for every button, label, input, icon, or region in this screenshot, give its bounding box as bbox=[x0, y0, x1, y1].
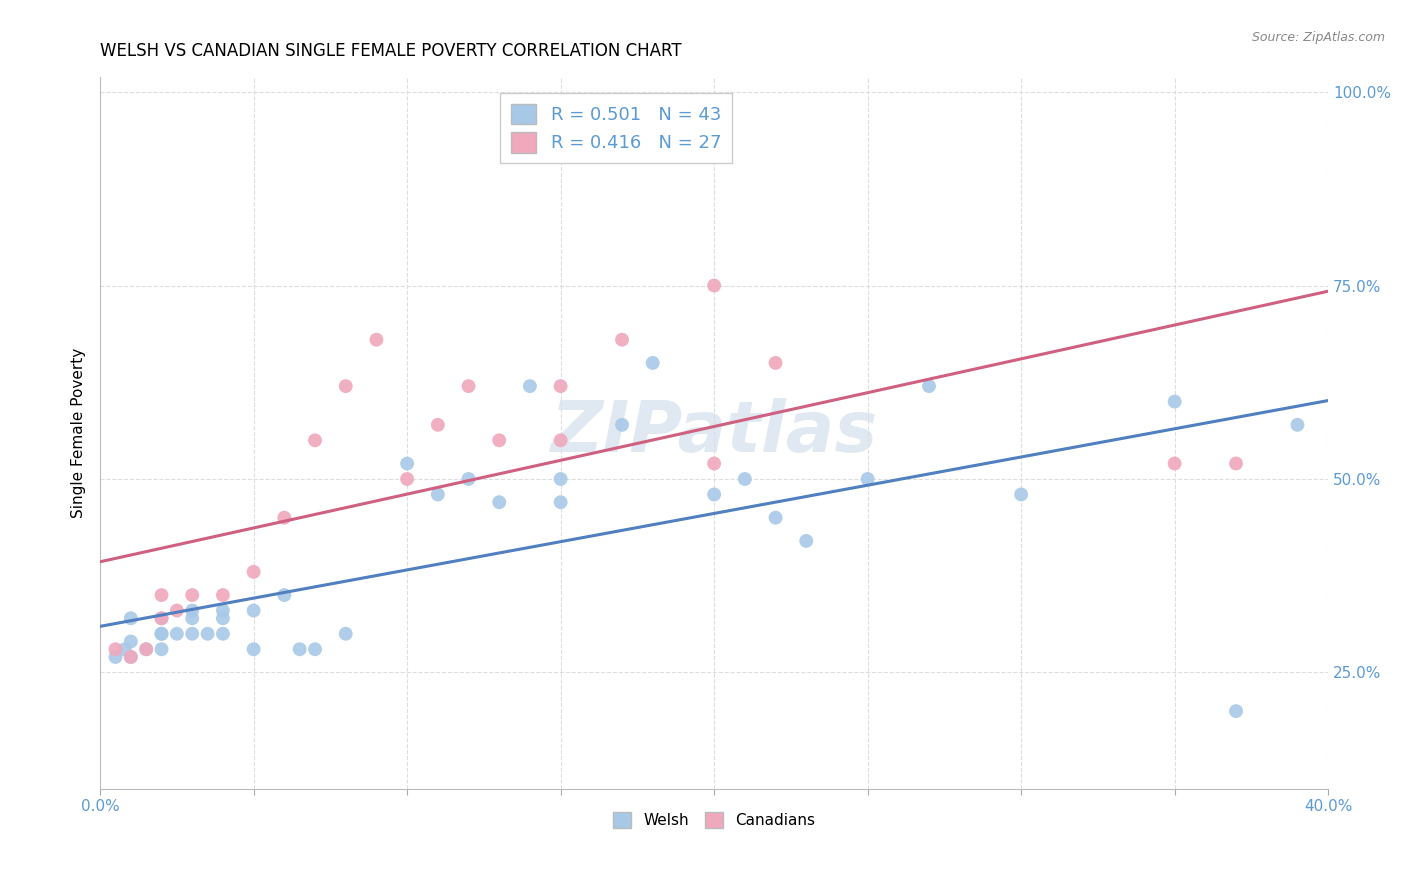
Point bbox=[488, 495, 510, 509]
Point bbox=[703, 487, 725, 501]
Point bbox=[120, 634, 142, 648]
Point bbox=[1163, 457, 1185, 471]
Point bbox=[166, 603, 188, 617]
Point bbox=[519, 379, 541, 393]
Point bbox=[396, 472, 419, 486]
Text: Source: ZipAtlas.com: Source: ZipAtlas.com bbox=[1251, 31, 1385, 45]
Point bbox=[794, 533, 817, 548]
Point bbox=[457, 379, 479, 393]
Point bbox=[550, 379, 572, 393]
Point bbox=[335, 379, 357, 393]
Point bbox=[120, 611, 142, 625]
Point bbox=[150, 626, 173, 640]
Legend: Welsh, Canadians: Welsh, Canadians bbox=[607, 806, 821, 834]
Point bbox=[212, 603, 235, 617]
Point bbox=[550, 472, 572, 486]
Point bbox=[550, 495, 572, 509]
Point bbox=[242, 603, 264, 617]
Point bbox=[550, 434, 572, 448]
Point bbox=[104, 650, 127, 665]
Point bbox=[366, 333, 388, 347]
Point bbox=[166, 626, 188, 640]
Point bbox=[734, 472, 756, 486]
Point bbox=[1225, 704, 1247, 718]
Text: ZIPatlas: ZIPatlas bbox=[550, 398, 877, 467]
Point bbox=[610, 417, 633, 432]
Point bbox=[120, 650, 142, 665]
Point bbox=[150, 611, 173, 625]
Point bbox=[120, 650, 142, 665]
Point bbox=[150, 611, 173, 625]
Point bbox=[197, 626, 219, 640]
Point bbox=[104, 642, 127, 657]
Point bbox=[288, 642, 311, 657]
Point bbox=[1286, 417, 1309, 432]
Point bbox=[457, 472, 479, 486]
Point bbox=[1225, 457, 1247, 471]
Point bbox=[181, 603, 204, 617]
Point bbox=[641, 356, 664, 370]
Point bbox=[135, 642, 157, 657]
Point bbox=[703, 278, 725, 293]
Point bbox=[765, 510, 787, 524]
Point bbox=[1163, 394, 1185, 409]
Point bbox=[212, 626, 235, 640]
Point bbox=[1010, 487, 1032, 501]
Point bbox=[273, 588, 295, 602]
Point bbox=[488, 434, 510, 448]
Point bbox=[335, 626, 357, 640]
Point bbox=[135, 642, 157, 657]
Point bbox=[181, 611, 204, 625]
Point bbox=[150, 588, 173, 602]
Y-axis label: Single Female Poverty: Single Female Poverty bbox=[72, 348, 86, 517]
Point bbox=[426, 487, 449, 501]
Point bbox=[304, 642, 326, 657]
Point bbox=[765, 356, 787, 370]
Point bbox=[212, 611, 235, 625]
Point bbox=[114, 642, 136, 657]
Point bbox=[610, 333, 633, 347]
Point bbox=[273, 510, 295, 524]
Point bbox=[212, 588, 235, 602]
Point bbox=[396, 457, 419, 471]
Point bbox=[150, 642, 173, 657]
Point bbox=[181, 588, 204, 602]
Point bbox=[304, 434, 326, 448]
Point bbox=[703, 457, 725, 471]
Point bbox=[150, 626, 173, 640]
Point bbox=[242, 642, 264, 657]
Point bbox=[181, 626, 204, 640]
Point bbox=[918, 379, 941, 393]
Text: WELSH VS CANADIAN SINGLE FEMALE POVERTY CORRELATION CHART: WELSH VS CANADIAN SINGLE FEMALE POVERTY … bbox=[100, 42, 682, 60]
Point bbox=[856, 472, 879, 486]
Point bbox=[426, 417, 449, 432]
Point bbox=[242, 565, 264, 579]
